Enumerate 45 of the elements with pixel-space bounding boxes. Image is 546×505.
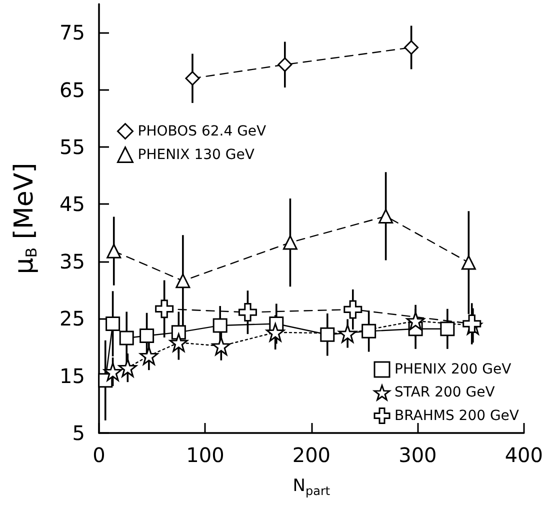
point [169,333,188,352]
x-tick-label: 300 [398,443,437,467]
y-tick-label: 5 [72,421,85,445]
point [461,255,476,270]
x-tick-label: 100 [186,443,224,467]
y-tick-label: 65 [60,78,85,102]
point [278,57,292,72]
point [440,322,455,336]
y-tick-label: 35 [60,249,85,274]
point [140,346,158,366]
point [212,318,228,333]
point [176,274,190,288]
point [140,328,154,344]
point [106,244,122,258]
x-tick-label: 0 [92,443,106,467]
y-tick-label: 55 [60,135,85,159]
point [266,323,285,342]
point [185,71,200,86]
y-tick-label: 25 [60,306,85,331]
legend-label: PHOBOS 62.4 GeV [138,123,267,140]
point [320,327,335,342]
y-tick-label: 75 [60,20,85,45]
x-tick-label: 200 [292,443,331,467]
point [344,300,362,319]
point [118,358,137,378]
point [104,362,122,382]
point [282,235,298,250]
point [378,208,394,224]
point [338,324,357,343]
legend-label: PHENIX 130 GeV [138,146,255,163]
legend-label: PHENIX 200 GeV [394,361,512,378]
y-axis-title: μB [MeV] [10,162,40,274]
y-tick-label: 15 [60,364,85,388]
legend-label: STAR 200 GeV [394,384,496,401]
x-tick-label: 400 [504,443,544,467]
point [106,316,120,331]
y-tick-label: 45 [60,192,85,216]
point [238,303,257,322]
point [212,336,230,356]
point [119,330,134,346]
point [155,300,174,318]
point [404,40,419,55]
point [362,324,376,338]
point [406,312,425,330]
legend-label: BRAHMS 200 GeV [394,408,520,424]
